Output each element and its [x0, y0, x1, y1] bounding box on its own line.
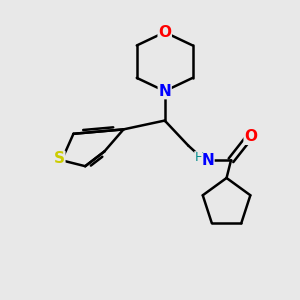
- Text: S: S: [54, 151, 65, 166]
- Text: H: H: [194, 152, 204, 164]
- Text: N: N: [202, 153, 214, 168]
- Text: O: O: [158, 25, 171, 40]
- Text: N: N: [158, 84, 171, 99]
- Text: O: O: [244, 129, 257, 144]
